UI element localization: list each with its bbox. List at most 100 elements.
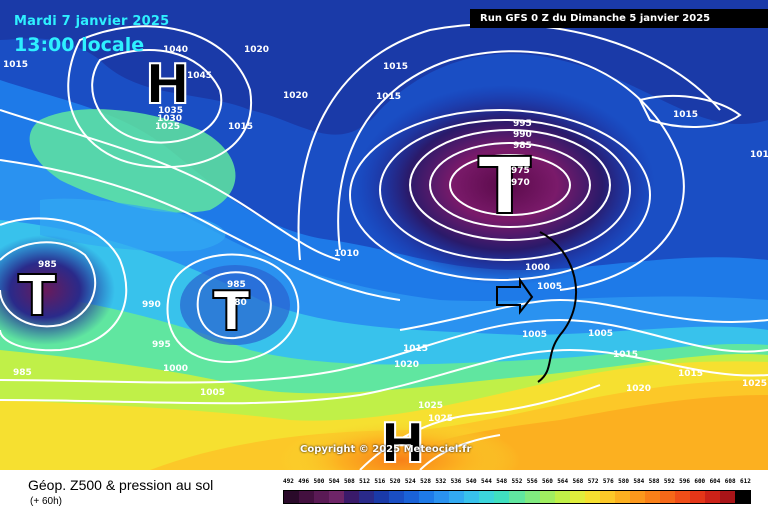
isobar-label: 985 [513,141,532,151]
legend-value: 588 [648,478,660,485]
legend-value: 508 [343,478,355,485]
isobar-label: 1040 [163,45,188,55]
legend-value: 500 [313,478,325,485]
isobar-label: 1015 [673,110,698,120]
legend-value: 568 [572,478,584,485]
color-scale [283,490,751,504]
legend-value: 564 [557,478,569,485]
legend-value: 596 [679,478,690,485]
legend-value: 576 [602,478,614,485]
isobar-label: 1020 [394,360,419,370]
legend-value: 520 [389,478,401,485]
isobar-label: 1015 [3,60,28,70]
isobar-labels: 1015 1040 1020 1045 1035 1030 1025 1015 … [3,45,768,424]
legend-swatch [344,491,360,503]
legend-swatch [464,491,480,503]
legend-value: 504 [328,478,340,485]
legend-swatch [644,491,660,503]
legend-value: 532 [435,478,447,485]
legend-swatch [419,491,435,503]
legend-swatch [704,491,720,503]
isobar-label: 985 [227,280,246,290]
legend-swatch [284,491,300,503]
isobar-label: 1035 [158,106,183,116]
legend-swatch [674,491,690,503]
forecast-lead: (+ 60h) [30,496,62,507]
legend-value: 544 [481,478,492,485]
isobar-label: 1010 [334,249,359,259]
legend-value: 580 [618,478,629,485]
legend-swatch [494,491,510,503]
legend-value: 612 [740,478,751,485]
legend-swatch [659,491,675,503]
legend-swatch [479,491,495,503]
pressure-systems: H T T T H [17,52,532,470]
legend-swatch [584,491,600,503]
legend-swatch [389,491,405,503]
forecast-time: 13:00 locale [14,34,145,56]
legend-value: 548 [496,478,508,485]
legend-swatch [524,491,540,503]
legend-swatch [614,491,630,503]
isobar-label: 1005 [588,329,613,339]
legend-swatch [629,491,645,503]
legend-swatch [329,491,345,503]
low-symbol-north: T [478,142,531,232]
isobar-label: 1015 [376,92,401,102]
legend-value: 560 [541,478,553,485]
isobar-label: 975 [511,166,530,176]
legend-value: 572 [587,478,599,485]
legend-swatch [569,491,585,503]
legend-swatch [299,491,315,503]
isobar-label: 1005 [537,282,562,292]
forecast-date: Mardi 7 janvier 2025 [14,14,170,29]
map-title: Géop. Z500 & pression au sol [28,477,214,493]
legend-swatch [599,491,615,503]
isobar-label: 990 [142,300,161,310]
legend-swatch [374,491,390,503]
isobar-label: 985 [13,368,32,378]
legend-value: 540 [465,478,477,485]
isobar-label: 1020 [626,384,651,394]
legend-value: 592 [663,478,675,485]
legend-swatch [314,491,330,503]
low-symbol-west: T [18,264,56,329]
isobar-label: 1000 [163,364,188,374]
legend-value: 552 [511,478,523,485]
legend-swatch [554,491,570,503]
isobar-label: 1015 [228,122,253,132]
legend-swatch [404,491,420,503]
isobar-label: 1005 [200,388,225,398]
legend-swatch [719,491,735,503]
isobar-label: 1015 [383,62,408,72]
isobar-label: 1030 [157,114,182,124]
legend-value: 604 [709,478,721,485]
isobar-label: 1025 [742,379,767,389]
high-symbol-south: H [380,412,425,470]
isobar-label: 985 [38,260,57,270]
legend-swatch [509,491,525,503]
legend-value: 516 [374,478,386,485]
isobar-label: 1010 [750,150,768,160]
legend-value: 496 [298,478,310,485]
isobar-label: 995 [152,340,171,350]
isobar-label: 1000 [525,263,550,273]
legend-value: 524 [404,478,416,485]
copyright: Copyright © 2025 Meteociel.fr [300,444,472,455]
isobar-label: 1005 [522,330,547,340]
isobar-label: 995 [513,119,532,129]
isobar-label: 1020 [244,45,269,55]
legend-value: 528 [420,478,431,485]
isobar-label: 1015 [613,350,638,360]
isobar-label: 1015 [678,369,703,379]
isobar-label: 1025 [428,414,453,424]
isobar-label: 980 [228,298,247,308]
legend-swatch [734,491,750,503]
legend-swatch [449,491,465,503]
high-symbol-greenland: H [145,53,190,116]
isobar-label: 1025 [418,401,443,411]
legend-value: 536 [450,478,462,485]
isobar-label: 970 [511,178,530,188]
legend-swatch [434,491,450,503]
legend-value: 512 [359,478,371,485]
